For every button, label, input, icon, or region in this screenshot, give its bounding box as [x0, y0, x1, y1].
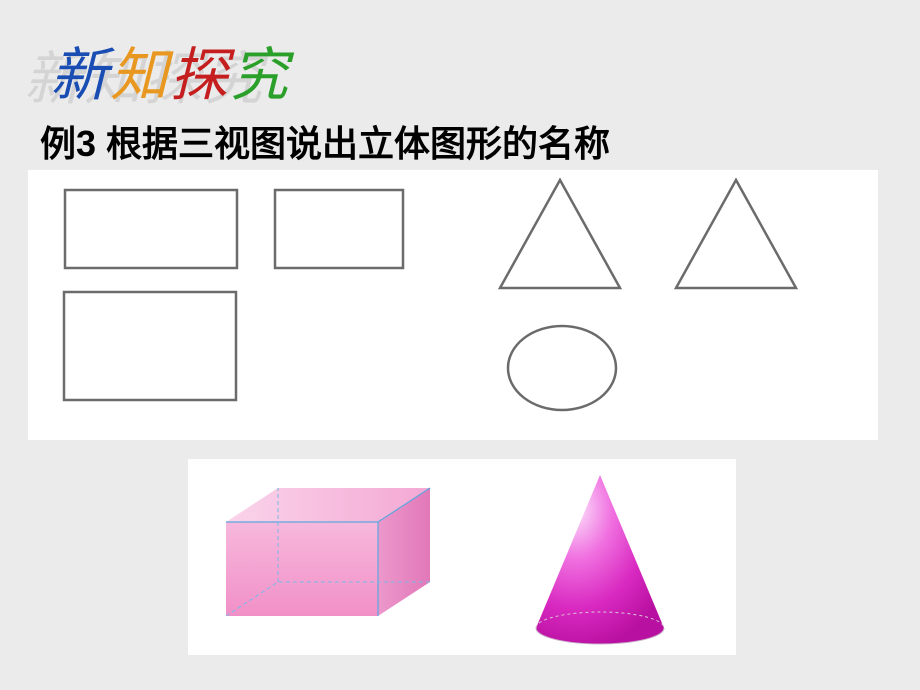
title-char-3: 探 [170, 43, 230, 108]
title-char-1: 新 [50, 43, 110, 108]
title-char-4: 究 [230, 43, 290, 108]
page-title-decorative: 新知探究 [50, 28, 290, 112]
views-panel-right [438, 170, 878, 440]
views-panel-left [28, 170, 438, 440]
solids-panel [188, 459, 736, 655]
example-subtitle: 例3 根据三视图说出立体图形的名称 [40, 115, 610, 167]
title-char-2: 知 [110, 43, 170, 108]
